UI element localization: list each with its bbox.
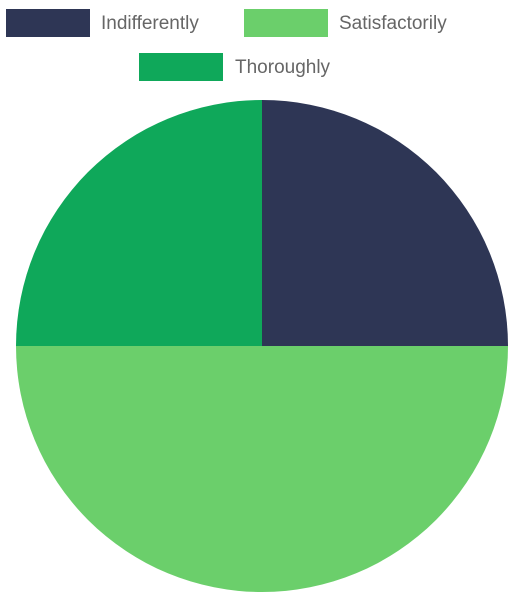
- legend-swatch-thoroughly: [139, 53, 223, 81]
- pie-slice-indifferently[interactable]: [262, 100, 508, 346]
- legend: Indifferently Satisfactorily Thoroughly: [6, 9, 447, 81]
- pie-slice-satisfactorily[interactable]: [16, 346, 508, 592]
- legend-item-indifferently[interactable]: Indifferently: [6, 9, 199, 37]
- legend-item-satisfactorily[interactable]: Satisfactorily: [244, 9, 447, 37]
- legend-label-indifferently: Indifferently: [101, 13, 199, 34]
- legend-item-thoroughly[interactable]: Thoroughly: [139, 53, 331, 81]
- legend-label-satisfactorily: Satisfactorily: [339, 13, 447, 34]
- pie-slice-thoroughly[interactable]: [16, 100, 262, 346]
- legend-label-thoroughly: Thoroughly: [235, 57, 331, 78]
- pie-slices: [16, 100, 508, 592]
- legend-swatch-indifferently: [6, 9, 90, 37]
- legend-swatch-satisfactorily: [244, 9, 328, 37]
